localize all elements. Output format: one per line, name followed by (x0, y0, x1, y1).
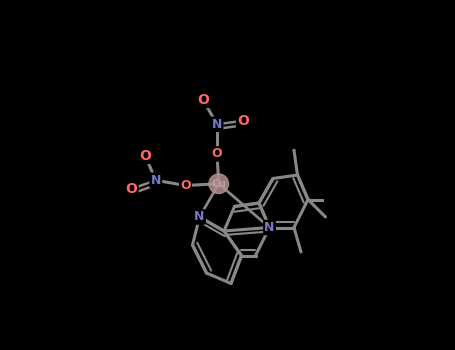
Text: O: O (212, 147, 222, 161)
Text: O: O (125, 182, 137, 196)
Circle shape (209, 174, 228, 194)
Text: O: O (197, 93, 209, 107)
Text: N: N (151, 174, 161, 187)
Text: O: O (238, 114, 249, 128)
Text: N: N (194, 210, 205, 224)
Text: O: O (139, 149, 151, 163)
Text: N: N (212, 118, 222, 131)
Text: N: N (264, 221, 275, 234)
Text: Cu: Cu (211, 179, 226, 189)
Text: O: O (180, 179, 191, 192)
